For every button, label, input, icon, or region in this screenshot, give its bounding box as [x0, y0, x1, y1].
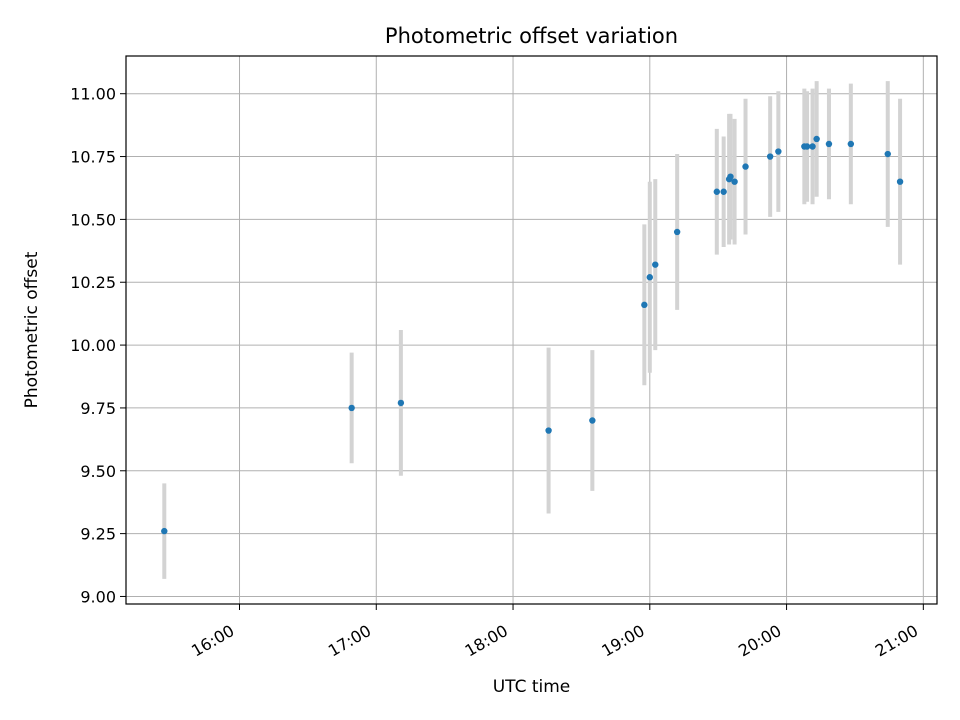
data-point: [589, 417, 596, 424]
y-tick-label: 10.50: [70, 210, 116, 229]
data-point: [766, 153, 774, 160]
data-point: [803, 143, 811, 150]
data-point: [727, 173, 734, 180]
data-point: [545, 427, 552, 434]
y-axis-label: Photometric offset: [22, 251, 42, 408]
y-tick-label: 11.00: [70, 85, 116, 104]
data-point: [646, 274, 653, 281]
data-point: [641, 301, 648, 309]
data-point: [731, 178, 738, 185]
data-point: [348, 404, 355, 412]
data-point: [720, 188, 727, 195]
data-point: [652, 261, 659, 268]
y-tick-label: 9.25: [80, 525, 116, 544]
data-point: [673, 228, 681, 236]
y-tick-label: 9.50: [80, 462, 116, 481]
chart-title: Photometric offset variation: [385, 24, 678, 48]
grid: [126, 56, 937, 604]
data-point: [825, 140, 833, 148]
data-point: [742, 163, 749, 170]
data-point: [161, 527, 168, 535]
plot-frame: [125, 55, 938, 605]
y-tick-label: 9.75: [80, 399, 116, 418]
data-point: [813, 135, 820, 143]
data-point: [713, 188, 721, 195]
data-point: [397, 399, 405, 407]
y-tick-label: 9.00: [80, 587, 116, 606]
y-tick-label: 10.75: [70, 148, 116, 167]
data-points: [161, 135, 904, 535]
data-point: [847, 140, 855, 148]
y-tick-label: 10.25: [70, 273, 116, 292]
data-point: [809, 143, 816, 150]
data-point: [884, 150, 891, 158]
data-point: [775, 148, 782, 155]
data-point: [896, 178, 904, 185]
y-tick-label: 10.00: [70, 336, 116, 355]
x-axis-label: UTC time: [493, 677, 571, 697]
